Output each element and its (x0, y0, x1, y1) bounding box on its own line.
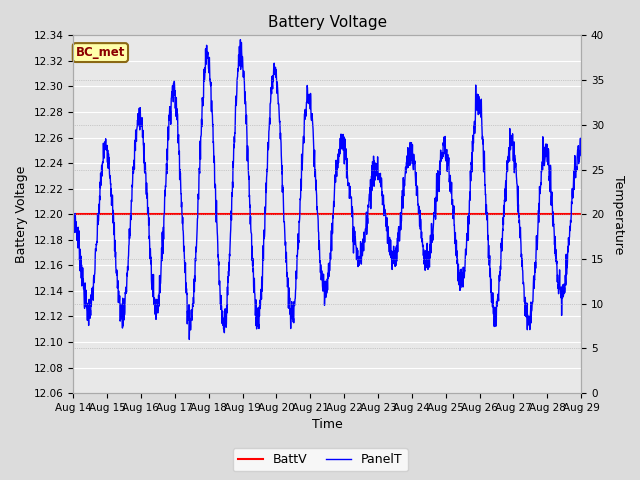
X-axis label: Time: Time (312, 419, 342, 432)
BattV (103, 211, 111, 217)
Legend: BattV, PanelT: BattV, PanelT (232, 448, 408, 471)
PanelT (470, 130, 477, 135)
Title: Battery Voltage: Battery Voltage (268, 15, 387, 30)
Line: PanelT: PanelT (73, 40, 581, 339)
PanelT (237, 37, 244, 43)
PanelT (563, 271, 570, 276)
PanelT (317, 262, 324, 267)
Text: BC_met: BC_met (76, 46, 125, 59)
PanelT (577, 153, 585, 158)
Y-axis label: Battery Voltage: Battery Voltage (15, 166, 28, 263)
Y-axis label: Temperature: Temperature (612, 175, 625, 254)
PanelT (563, 258, 571, 264)
PanelT (69, 202, 77, 207)
BattV (69, 211, 77, 217)
PanelT (95, 201, 103, 207)
PanelT (186, 336, 193, 342)
PanelT (303, 83, 311, 88)
